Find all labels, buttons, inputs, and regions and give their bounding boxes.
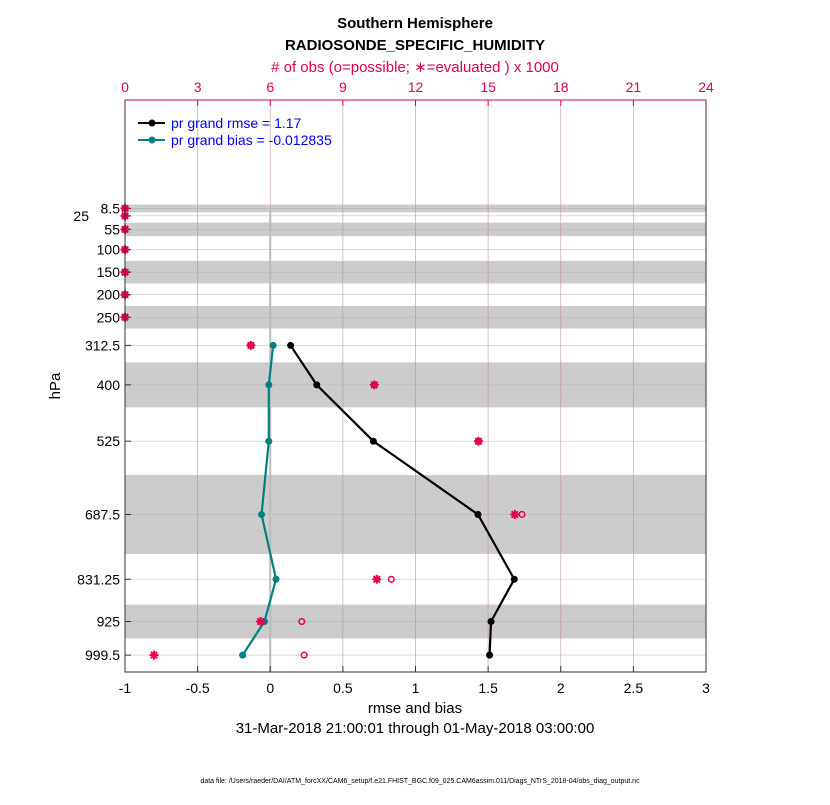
top-tick-label: 21: [626, 79, 642, 95]
y-tick-label: 25: [73, 208, 89, 224]
x-tick-label: 1: [412, 680, 420, 696]
x-tick-label: 0.5: [333, 680, 353, 696]
series-point: [239, 651, 247, 659]
x-tick-label: 3: [702, 680, 710, 696]
obs-evaluated-marker: [369, 380, 379, 390]
legend-marker: [148, 119, 156, 127]
y-tick-label: 150: [97, 264, 121, 280]
series-point: [269, 341, 277, 349]
legend-entry: pr grand rmse = 1.17: [171, 115, 302, 131]
y-tick-label: 100: [97, 242, 121, 258]
series-point: [272, 575, 280, 583]
x-tick-label: -1: [119, 680, 132, 696]
y-tick-label: 831.25: [77, 571, 120, 587]
series-point: [313, 381, 321, 389]
chart-title: Southern Hemisphere: [337, 15, 493, 32]
y-tick-label: 925: [97, 614, 121, 630]
top-tick-label: 15: [480, 79, 496, 95]
obs-evaluated-marker: [246, 340, 256, 350]
obs-possible-marker: [300, 651, 308, 659]
obs-possible-marker: [387, 575, 395, 583]
y-axis-label: hPa: [47, 372, 64, 399]
x-axis-label: rmse and bias: [368, 700, 462, 717]
obs-evaluated-marker: [473, 436, 483, 446]
top-tick-label: 24: [698, 79, 714, 95]
series-point: [287, 341, 295, 349]
y-tick-label: 400: [97, 377, 121, 393]
footnote: data file: /Users/raeder/DAI/ATM_forcXX/…: [200, 778, 640, 785]
series-point: [510, 575, 518, 583]
top-axis-label: # of obs (o=possible; ∗=evaluated ) x 10…: [271, 59, 559, 76]
x-tick-label: 2.5: [624, 680, 644, 696]
series-point: [487, 618, 495, 626]
obs-evaluated-marker: [149, 650, 159, 660]
obs-evaluated-marker: [256, 617, 266, 627]
legend-marker: [148, 136, 156, 144]
top-tick-label: 18: [553, 79, 569, 95]
x-tick-label: 0: [266, 680, 274, 696]
x-tick-label: -0.5: [186, 680, 210, 696]
x-tick-label: 1.5: [478, 680, 498, 696]
y-tick-label: 8.5: [101, 200, 121, 216]
series-point: [265, 437, 273, 445]
obs-possible-marker: [298, 617, 306, 626]
top-tick-label: 0: [121, 79, 129, 95]
obs-evaluated-marker: [372, 574, 382, 584]
y-tick-label: 55: [104, 221, 120, 237]
y-tick-label: 687.5: [85, 506, 120, 522]
y-tick-label: 250: [97, 309, 121, 325]
series-point: [369, 437, 377, 445]
top-tick-label: 6: [266, 79, 274, 95]
y-tick-label: 312.5: [85, 337, 120, 353]
series-point: [474, 510, 482, 518]
obs-evaluated-marker: [510, 509, 520, 519]
y-tick-label: 200: [97, 287, 121, 303]
series-point: [258, 510, 266, 518]
y-tick-label: 999.5: [85, 647, 120, 663]
series-point: [265, 381, 273, 389]
date-range: 31-Mar-2018 21:00:01 through 01-May-2018…: [236, 720, 595, 737]
top-tick-label: 3: [194, 79, 202, 95]
top-tick-label: 9: [339, 79, 347, 95]
chart-subtitle: RADIOSONDE_SPECIFIC_HUMIDITY: [285, 37, 545, 54]
top-tick-label: 12: [408, 79, 424, 95]
y-tick-label: 525: [97, 433, 121, 449]
legend-entry: pr grand bias = -0.012835: [171, 132, 332, 148]
x-tick-label: 2: [557, 680, 565, 696]
series-point: [486, 651, 494, 659]
